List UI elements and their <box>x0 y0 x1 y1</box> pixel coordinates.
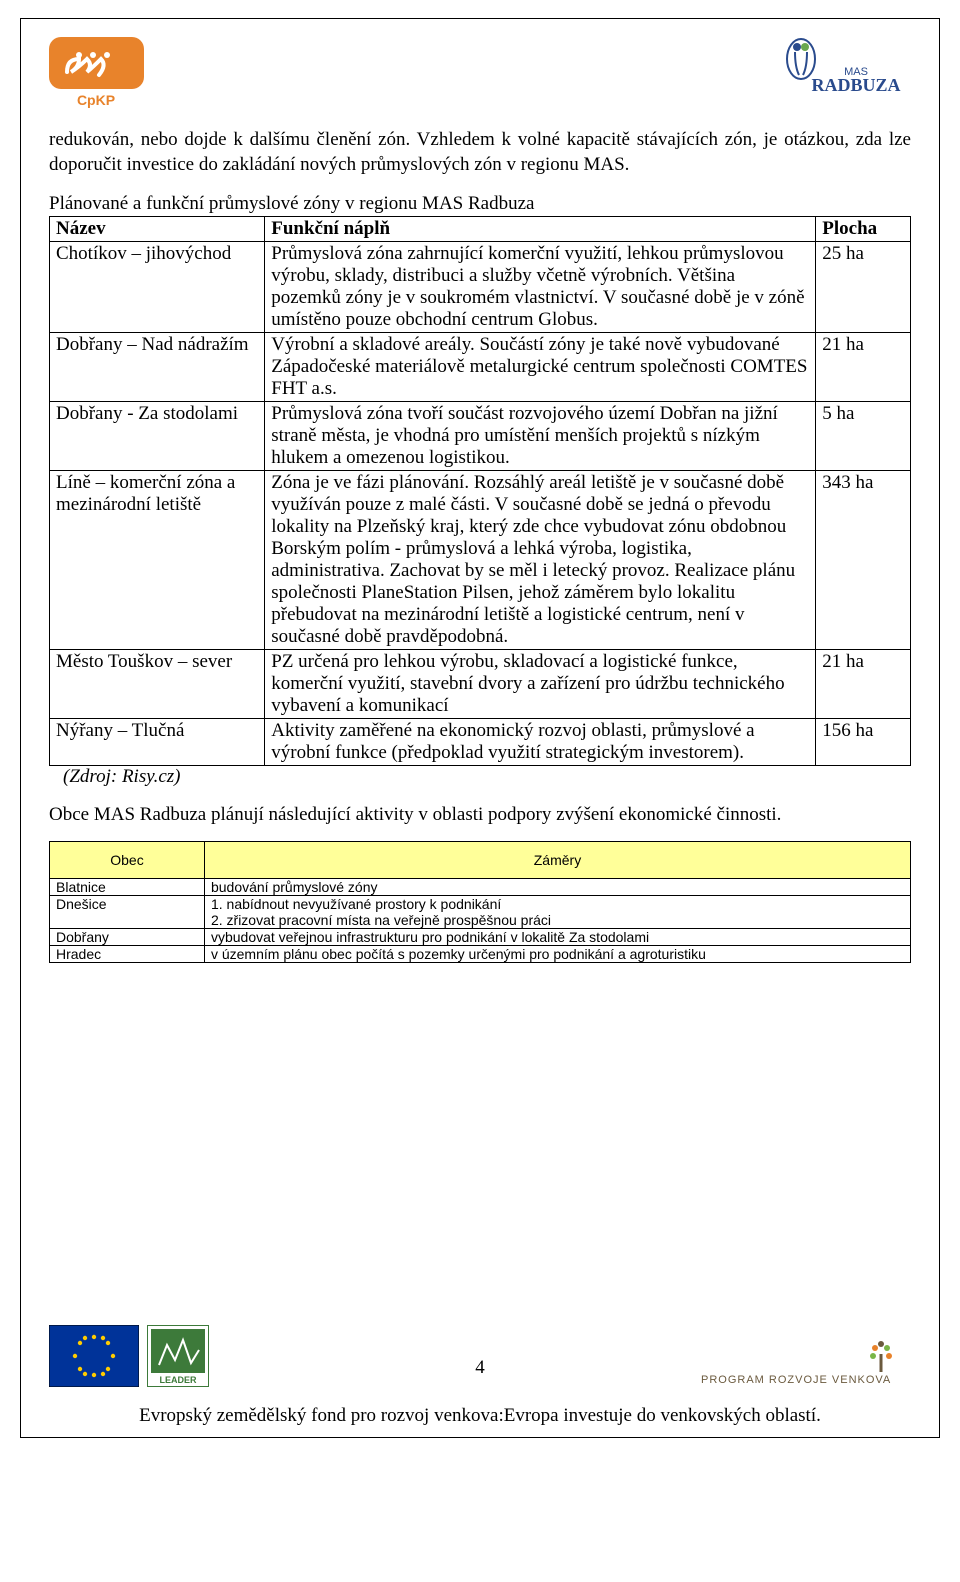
cell-obec: Blatnice <box>50 879 205 896</box>
cell-zamer: 1. nabídnout nevyužívané prostory k podn… <box>204 896 910 929</box>
svg-text:RADBUZA: RADBUZA <box>811 75 900 95</box>
cell-obec: Dnešice <box>50 896 205 929</box>
cell-obec: Hradec <box>50 946 205 963</box>
cell-desc: PZ určená pro lehkou výrobu, skladovací … <box>265 650 816 719</box>
th-name: Název <box>50 217 265 242</box>
table-title: Plánované a funkční průmyslové zóny v re… <box>49 191 911 216</box>
table-row: Dobřany – Nad nádražím Výrobní a skladov… <box>50 333 911 402</box>
cell-area: 21 ha <box>816 650 911 719</box>
cell-area: 5 ha <box>816 402 911 471</box>
table-row: Líně – komerční zóna a mezinárodní letiš… <box>50 471 911 650</box>
table-row: Chotíkov – jihovýchod Průmyslová zóna za… <box>50 242 911 333</box>
cell-area: 21 ha <box>816 333 911 402</box>
cell-area: 343 ha <box>816 471 911 650</box>
table-header-row: Název Funkční náplň Plocha <box>50 217 911 242</box>
th-zamer: Záměry <box>204 842 910 879</box>
cell-zamer: budování průmyslové zóny <box>204 879 910 896</box>
svg-text:PROGRAM ROZVOJE VENKOVA: PROGRAM ROZVOJE VENKOVA <box>701 1374 891 1386</box>
cell-zamer: v územním plánu obec počítá s pozemky ur… <box>204 946 910 963</box>
cell-area: 25 ha <box>816 242 911 333</box>
radbuza-logo: MAS RADBUZA <box>771 37 911 102</box>
industrial-zones-table: Název Funkční náplň Plocha Chotíkov – ji… <box>49 216 911 766</box>
footer-text: Evropský zemědělský fond pro rozvoj venk… <box>49 1405 911 1427</box>
cell-zamer: vybudovat veřejnou infrastrukturu pro po… <box>204 929 910 946</box>
leader-logo: LEADER <box>147 1325 209 1387</box>
cell-area: 156 ha <box>816 719 911 766</box>
th-area: Plocha <box>816 217 911 242</box>
svg-text:LEADER: LEADER <box>159 1375 197 1385</box>
intro-paragraph: redukován, nebo dojde k dalšímu členění … <box>49 127 911 177</box>
cell-desc: Výrobní a skladové areály. Součástí zóny… <box>265 333 816 402</box>
cell-desc: Aktivity zaměřené na ekonomický rozvoj o… <box>265 719 816 766</box>
cell-name: Chotíkov – jihovýchod <box>50 242 265 333</box>
cell-name: Dobřany – Nad nádražím <box>50 333 265 402</box>
table-row: Nýřany – Tlučná Aktivity zaměřené na eko… <box>50 719 911 766</box>
table-row: Dobřany - Za stodolami Průmyslová zóna t… <box>50 402 911 471</box>
table-row: Dobřany vybudovat veřejnou infrastruktur… <box>50 929 911 946</box>
cell-desc: Průmyslová zóna zahrnující komerční využ… <box>265 242 816 333</box>
page-frame: CpKP MAS RADBUZA redukován, nebo dojde k… <box>20 18 940 1438</box>
cell-name: Město Touškov – sever <box>50 650 265 719</box>
footer-left-logos: LEADER <box>49 1325 209 1387</box>
cell-name: Nýřany – Tlučná <box>50 719 265 766</box>
table-row: Město Touškov – sever PZ určená pro lehk… <box>50 650 911 719</box>
table-row: Hradec v územním plánu obec počítá s poz… <box>50 946 911 963</box>
table-row: Blatnice budování průmyslové zóny <box>50 879 911 896</box>
source-note: (Zdroj: Risy.cz) <box>49 766 911 788</box>
eu-flag-logo <box>49 1325 139 1387</box>
prv-logo: PROGRAM ROZVOJE VENKOVA <box>701 1339 911 1387</box>
table-row: Dnešice 1. nabídnout nevyužívané prostor… <box>50 896 911 929</box>
cell-desc: Průmyslová zóna tvoří součást rozvojovéh… <box>265 402 816 471</box>
small-table-header-row: Obec Záměry <box>50 842 911 879</box>
th-obec: Obec <box>50 842 205 879</box>
municipalities-table: Obec Záměry Blatnice budování průmyslové… <box>49 841 911 963</box>
header-logos: CpKP MAS RADBUZA <box>49 37 911 109</box>
cell-name: Dobřany - Za stodolami <box>50 402 265 471</box>
svg-text:CpKP: CpKP <box>77 92 115 108</box>
cell-name: Líně – komerční zóna a mezinárodní letiš… <box>50 471 265 650</box>
mid-paragraph: Obce MAS Radbuza plánují následující akt… <box>49 802 911 827</box>
th-desc: Funkční náplň <box>265 217 816 242</box>
cell-desc: Zóna je ve fázi plánování. Rozsáhlý areá… <box>265 471 816 650</box>
cpkp-logo: CpKP <box>49 37 144 109</box>
cell-obec: Dobřany <box>50 929 205 946</box>
footer-area: LEADER PROGRAM ROZVOJE VENKOVA <box>49 1325 911 1427</box>
